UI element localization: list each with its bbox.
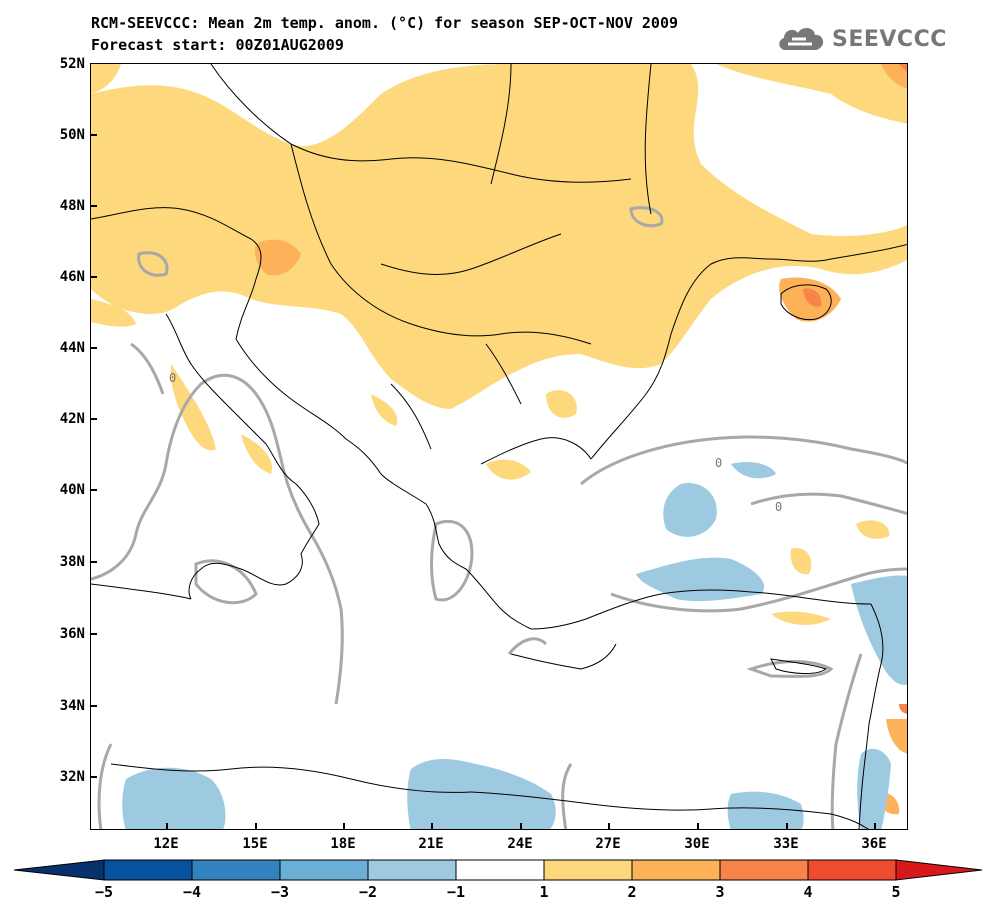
colorbar-label: 3: [715, 883, 725, 901]
colorbar-segment: [807, 859, 897, 881]
colorbar-segment: [367, 859, 457, 881]
colorbar-right-arrow: [895, 859, 983, 881]
lat-tick: [90, 776, 97, 778]
lon-tick: [166, 823, 168, 830]
colorbar-segment: [719, 859, 809, 881]
forecast-start-label: Forecast start: 00Z01AUG2009: [91, 36, 344, 54]
colorbar-segment: [543, 859, 633, 881]
colorbar: [14, 859, 983, 881]
map-canvas: 0 0 0: [91, 64, 907, 829]
lat-label: 32N: [59, 769, 85, 785]
seevccc-logo: SEEVCCC: [776, 24, 947, 54]
lon-tick: [431, 823, 433, 830]
contour-label: 0: [775, 500, 782, 514]
colorbar-label: 2: [627, 883, 637, 901]
lon-label: 30E: [684, 836, 710, 852]
lon-label: 36E: [861, 836, 887, 852]
lon-label: 24E: [507, 836, 533, 852]
colorbar-label: −5: [94, 883, 114, 901]
map-title: RCM-SEEVCCC: Mean 2m temp. anom. (°C) fo…: [91, 14, 678, 32]
colorbar-label: 4: [803, 883, 813, 901]
contour-label: 0: [169, 371, 176, 385]
lat-label: 46N: [59, 269, 85, 285]
cool-anomaly-minus-1-2: [122, 462, 907, 829]
contour-labels: 0 0 0: [169, 371, 782, 514]
lon-tick: [786, 823, 788, 830]
colorbar-label: −3: [270, 883, 290, 901]
map-panel: 0 0 0: [90, 63, 908, 830]
lat-tick: [90, 633, 97, 635]
lon-tick: [343, 823, 345, 830]
lat-label: 42N: [59, 411, 85, 427]
lat-tick: [90, 205, 97, 207]
colorbar-segment: [631, 859, 721, 881]
logo-text: SEEVCCC: [832, 26, 947, 52]
lat-label: 50N: [59, 127, 85, 143]
warm-anomaly-3-4: [803, 64, 907, 714]
colorbar-label: −1: [446, 883, 466, 901]
colorbar-label: 1: [539, 883, 549, 901]
zero-contour-lines: [91, 206, 907, 829]
lat-tick: [90, 489, 97, 491]
coastlines-borders: [91, 64, 907, 829]
colorbar-segment: [191, 859, 281, 881]
lon-label: 15E: [242, 836, 268, 852]
lat-tick: [90, 347, 97, 349]
lon-tick: [874, 823, 876, 830]
cloud-icon: [779, 27, 824, 50]
lon-label: 33E: [773, 836, 799, 852]
colorbar-label: −2: [358, 883, 378, 901]
lat-tick: [90, 561, 97, 563]
colorbar-segment: [455, 859, 545, 881]
colorbar-segment: [103, 859, 193, 881]
lat-tick: [90, 134, 97, 136]
lat-label: 44N: [59, 340, 85, 356]
lat-tick: [90, 705, 97, 707]
lon-label: 27E: [595, 836, 621, 852]
contour-label: 0: [715, 456, 722, 470]
lat-label: 36N: [59, 626, 85, 642]
colorbar-left-arrow: [14, 859, 105, 881]
lat-tick: [90, 418, 97, 420]
colorbar-label: 5: [891, 883, 901, 901]
lat-tick: [90, 276, 97, 278]
lat-label: 34N: [59, 698, 85, 714]
colorbar-label: −4: [182, 883, 202, 901]
lat-label: 38N: [59, 554, 85, 570]
lon-label: 12E: [153, 836, 179, 852]
colorbar-segment: [279, 859, 369, 881]
lat-label: 40N: [59, 482, 85, 498]
lon-tick: [697, 823, 699, 830]
warm-anomaly-1-2: [91, 64, 907, 626]
lon-tick: [608, 823, 610, 830]
lon-label: 18E: [330, 836, 356, 852]
lat-label: 48N: [59, 198, 85, 214]
lon-tick: [255, 823, 257, 830]
lon-tick: [520, 823, 522, 830]
lon-label: 21E: [418, 836, 444, 852]
lat-label: 52N: [59, 56, 85, 72]
